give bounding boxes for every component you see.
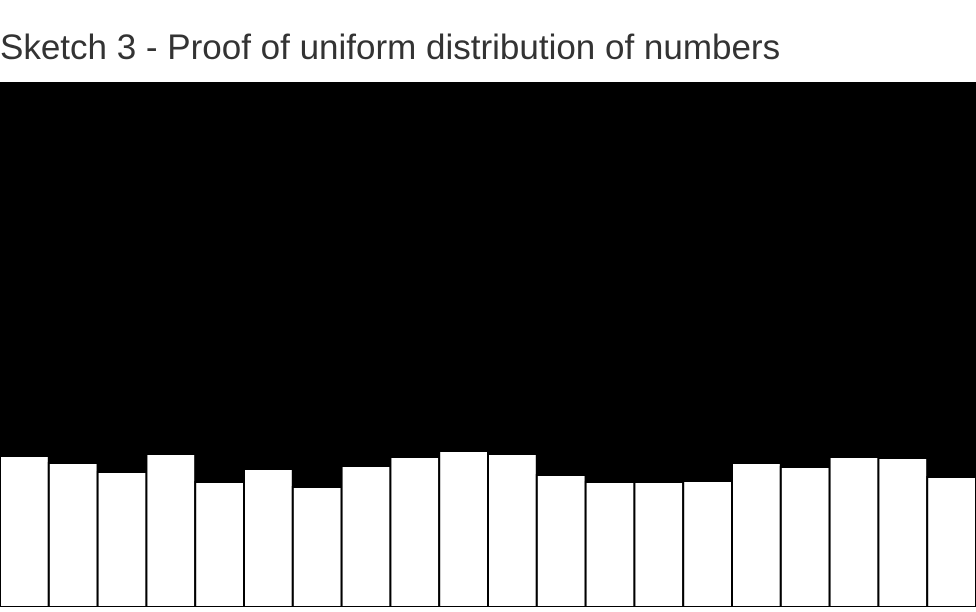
sketch-canvas [0, 82, 976, 607]
histogram-bar [438, 450, 490, 607]
histogram-bar [389, 456, 441, 607]
histogram-bar [291, 486, 343, 607]
histogram-bar [145, 453, 197, 607]
histogram-bar [194, 481, 245, 607]
histogram-bar [633, 481, 685, 607]
histogram-bar [243, 468, 294, 607]
histogram-bar [682, 480, 734, 607]
histogram-bar [487, 453, 538, 607]
histogram-bar [535, 474, 587, 607]
histogram-bar [96, 471, 148, 607]
histogram-bar [340, 465, 392, 607]
histogram-bar [584, 481, 636, 607]
histogram-bar [47, 462, 99, 607]
histogram-bar [779, 466, 831, 607]
histogram-bar [877, 457, 929, 607]
histogram-bar [731, 462, 782, 607]
histogram-bar [0, 455, 50, 607]
histogram-bars [0, 450, 976, 607]
histogram-bar [828, 456, 880, 607]
histogram-chart [0, 82, 976, 607]
page-title: Sketch 3 - Proof of uniform distribution… [0, 28, 781, 67]
histogram-bar [926, 476, 976, 607]
